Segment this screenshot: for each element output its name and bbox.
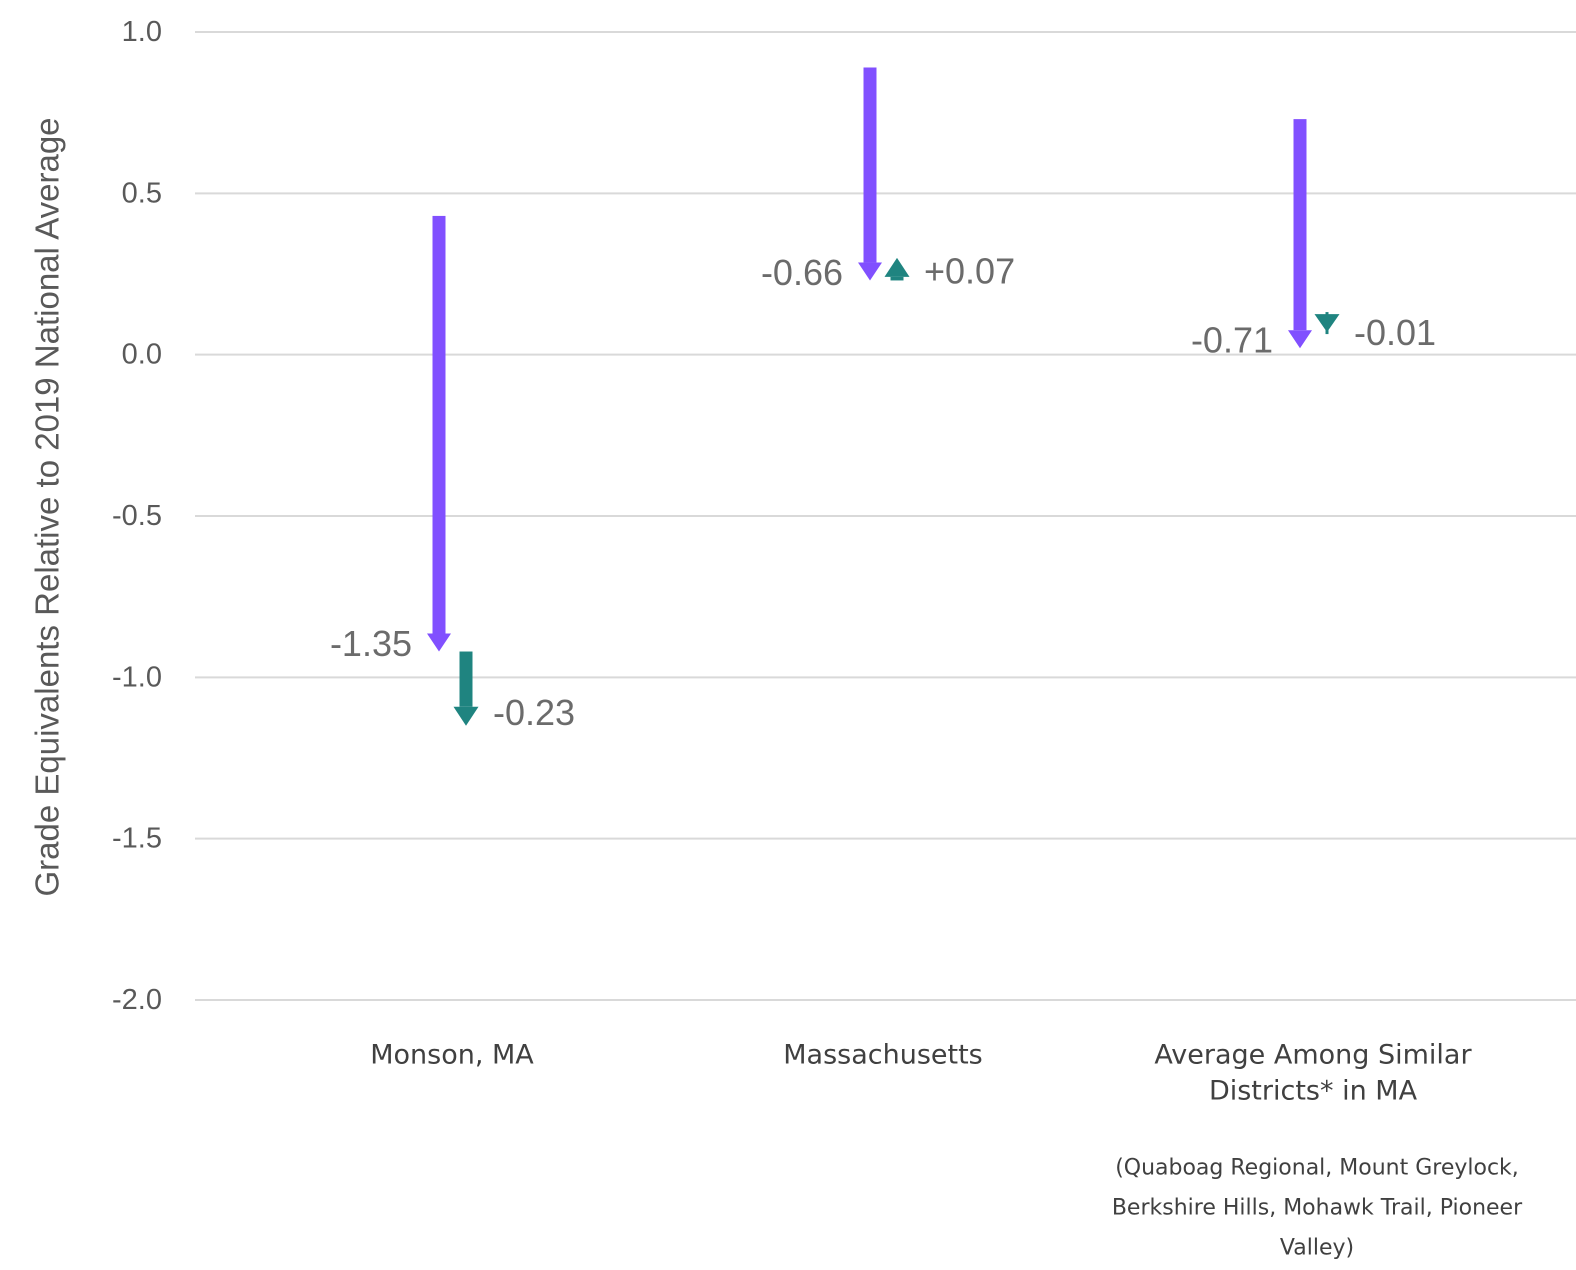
first-change-arrow-shaft xyxy=(1293,119,1307,331)
y-tick-label: -2.0 xyxy=(112,984,162,1016)
category-note: Valley) xyxy=(1280,1236,1354,1261)
y-tick-label: -1.0 xyxy=(112,661,162,693)
second-change-arrow xyxy=(884,257,910,281)
second-change-arrow-head xyxy=(884,257,910,277)
gridlines xyxy=(195,31,1576,1001)
arrow-marks xyxy=(427,67,1340,726)
category-label: Districts* in MA xyxy=(1209,1076,1418,1107)
first-change-arrow xyxy=(1288,119,1312,349)
second-change-arrow-shaft xyxy=(459,651,473,707)
first-change-value-label: -1.35 xyxy=(330,623,412,664)
first-change-arrow-head xyxy=(858,262,882,281)
category-label: Massachusetts xyxy=(783,1040,983,1071)
first-change-arrow-head xyxy=(1288,330,1312,349)
second-change-value-label: -0.01 xyxy=(1354,312,1436,353)
second-change-value-label: +0.07 xyxy=(924,251,1015,292)
first-change-arrow-shaft xyxy=(863,67,877,263)
category-note: (Quaboag Regional, Mount Greylock, xyxy=(1115,1156,1519,1181)
first-change-arrow-shaft xyxy=(432,215,446,634)
y-tick-label: 0.5 xyxy=(122,177,162,209)
second-change-arrow-stub xyxy=(1325,312,1329,335)
y-tick-label: -0.5 xyxy=(112,500,162,532)
first-change-arrow-head xyxy=(427,633,451,652)
category-label: Monson, MA xyxy=(370,1040,534,1071)
first-change-arrow xyxy=(858,67,882,281)
second-change-arrow xyxy=(1314,312,1340,335)
category-label: Average Among Similar xyxy=(1154,1040,1472,1071)
y-tick-label: 0.0 xyxy=(122,339,162,371)
category-labels: -1.35 -0.23 Monson, MA -0.66 +0.07 Massachuse… xyxy=(330,251,1523,1261)
first-change-value-label: -0.66 xyxy=(761,252,843,293)
first-change-value-label: -0.71 xyxy=(1191,320,1273,361)
second-change-arrow-shaft xyxy=(890,276,904,281)
y-tick-label: -1.5 xyxy=(112,823,162,855)
second-change-arrow-head xyxy=(453,706,479,726)
y-tick-label: 1.0 xyxy=(122,16,162,48)
y-axis-ticks: 1.0 0.5 0.0 -0.5 -1.0 -1.5 -2.0 xyxy=(112,16,162,1016)
second-change-arrow xyxy=(453,651,479,726)
second-change-value-label: -0.23 xyxy=(493,692,575,733)
y-axis-title: Grade Equivalents Relative to 2019 Natio… xyxy=(29,117,66,896)
first-change-arrow xyxy=(427,215,451,652)
category-note: Berkshire Hills, Mohawk Trail, Pioneer xyxy=(1112,1196,1523,1221)
